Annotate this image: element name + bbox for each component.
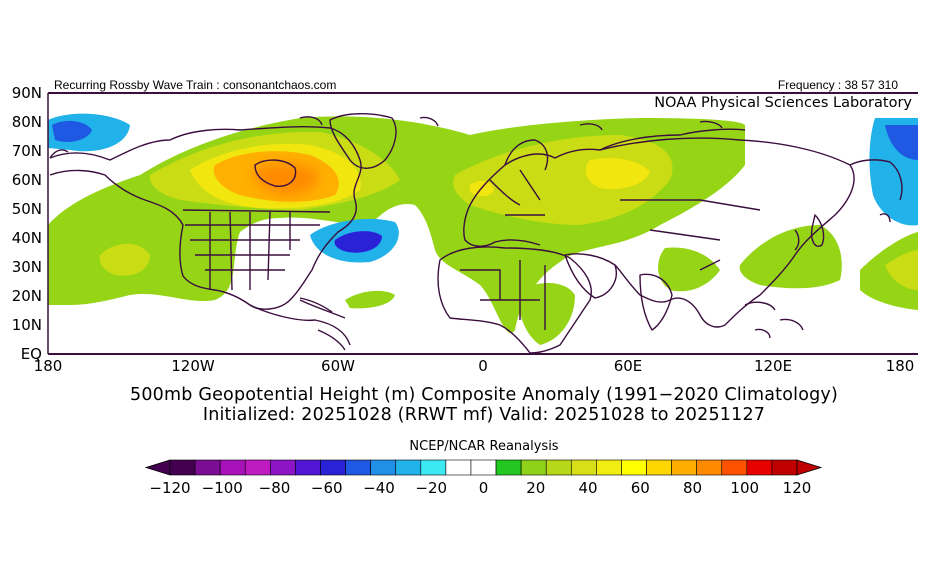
anomaly-contour-20-b: [658, 247, 720, 292]
colorbar-swatch: [395, 459, 422, 476]
anomaly-contour-neg-60: [334, 231, 382, 253]
colorbar-tick-label: −40: [363, 479, 395, 497]
map-frame: [47, 92, 918, 355]
anomaly-contour-20-e: [345, 290, 395, 309]
lat-label: 30N: [11, 258, 42, 276]
colorbar-tick-label: −120: [149, 479, 191, 497]
colorbar-tick-label: −60: [310, 479, 343, 497]
colorbar-tick-label: 120: [782, 479, 812, 497]
colorbar-tick-label: 60: [630, 479, 650, 497]
colorbar-swatch: [596, 459, 622, 476]
lon-label: 180: [33, 357, 63, 375]
colorbar-swatch: [545, 459, 572, 476]
lat-label: 60N: [11, 171, 42, 189]
anomaly-contour-30-d: [885, 250, 918, 290]
colorbar-max-arrow: [796, 459, 823, 476]
colorbar-swatch: [345, 459, 371, 476]
colorbar-min-arrow: [144, 459, 171, 476]
anomaly-contour-30-c: [99, 243, 150, 276]
lon-label: 60W: [321, 357, 355, 375]
anomaly-contour-80: [254, 163, 319, 195]
chart-title-line1: 500mb Geopotential Height (m) Composite …: [130, 385, 838, 405]
colorbar-swatch: [370, 459, 397, 476]
anomaly-shading: [48, 113, 918, 345]
colorbar-tick-label: 0: [478, 479, 489, 497]
colorbar-swatch: [671, 459, 697, 476]
colorbar-swatch: [320, 459, 346, 476]
anomaly-contour-neg-40: [52, 120, 92, 142]
colorbar-swatch: [621, 459, 647, 476]
colorbar-swatch: [721, 459, 748, 476]
colorbar-tick-label: 80: [682, 479, 703, 497]
colorbar: [144, 459, 823, 476]
lon-label: 120E: [753, 357, 793, 375]
header-left-text: Recurring Rossby Wave Train : consonantc…: [54, 78, 337, 92]
lat-label: 10N: [11, 316, 42, 334]
colorbar-swatch: [570, 459, 597, 476]
data-source-label: NCEP/NCAR Reanalysis: [409, 439, 559, 454]
anomaly-contour-20-f: [518, 283, 575, 345]
anomaly-contour-neg-40-b: [885, 125, 918, 160]
colorbar-swatch: [244, 459, 271, 476]
anomaly-contour-50-b: [585, 158, 650, 190]
lat-label: 40N: [11, 229, 42, 247]
coastlines: [49, 113, 903, 354]
colorbar-swatch: [445, 459, 472, 476]
colorbar-tick-label: 40: [578, 479, 598, 497]
colorbar-swatch: [646, 459, 672, 476]
colorbar-swatch: [696, 459, 723, 476]
colorbar-swatch: [295, 459, 321, 476]
lon-label: 120W: [171, 357, 215, 375]
lon-label: 180: [885, 357, 915, 375]
colorbar-swatch: [746, 459, 773, 476]
lat-label: EQ: [20, 345, 42, 363]
colorbar-tick-label: −80: [258, 479, 291, 497]
lat-label: 90N: [11, 84, 42, 102]
colorbar-swatch: [169, 459, 196, 476]
lat-label: 20N: [11, 287, 42, 305]
colorbar-swatch: [270, 459, 296, 476]
colorbar-swatch: [219, 459, 246, 476]
colorbar-swatch: [771, 459, 798, 476]
colorbar-swatch: [520, 459, 547, 476]
colorbar-tick-label: −100: [201, 479, 243, 497]
colorbar-tick-label: 20: [526, 479, 546, 497]
lon-label: 60E: [613, 357, 643, 375]
colorbar-swatch: [495, 459, 522, 476]
lat-label: 70N: [11, 142, 42, 160]
lab-label: NOAA Physical Sciences Laboratory: [652, 95, 914, 111]
chart-title-line2: Initialized: 20251028 (RRWT mf) Valid: 2…: [202, 405, 766, 425]
colorbar-swatch: [194, 459, 221, 476]
lat-label: 50N: [11, 200, 42, 218]
colorbar-swatch: [420, 459, 447, 476]
colorbar-swatch: [470, 459, 497, 476]
header-frequency-text: Frequency : 38 57 310: [777, 78, 898, 92]
colorbar-tick-label: 100: [730, 479, 760, 497]
colorbar-tick-label: −20: [415, 479, 448, 497]
anomaly-contour-20-c: [739, 225, 842, 289]
lat-label: 80N: [11, 113, 42, 131]
lon-label: 0: [478, 357, 488, 375]
